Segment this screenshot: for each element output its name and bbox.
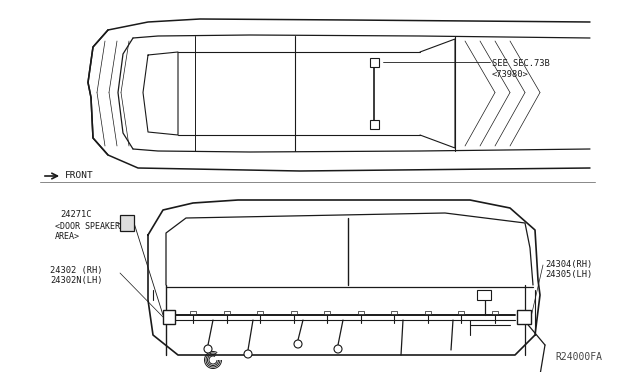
- Bar: [517, 310, 531, 324]
- Text: 24302 (RH): 24302 (RH): [50, 266, 102, 275]
- Circle shape: [244, 350, 252, 358]
- Text: 24302N(LH): 24302N(LH): [50, 276, 102, 285]
- Text: R24000FA: R24000FA: [555, 352, 602, 362]
- Bar: [458, 311, 465, 314]
- Bar: [477, 290, 491, 300]
- Bar: [492, 311, 498, 314]
- Bar: [425, 311, 431, 314]
- Text: 24304(RH): 24304(RH): [545, 260, 592, 269]
- Text: 24271C: 24271C: [60, 210, 92, 219]
- Text: FRONT: FRONT: [65, 171, 93, 180]
- Text: 24305(LH): 24305(LH): [545, 270, 592, 279]
- Bar: [291, 311, 297, 314]
- Text: <DOOR SPEAKER: <DOOR SPEAKER: [55, 222, 120, 231]
- Bar: [370, 120, 379, 129]
- Bar: [120, 215, 134, 231]
- Bar: [257, 311, 263, 314]
- Text: AREA>: AREA>: [55, 232, 80, 241]
- Bar: [223, 311, 230, 314]
- Bar: [324, 311, 330, 314]
- Circle shape: [204, 345, 212, 353]
- Circle shape: [334, 345, 342, 353]
- Bar: [358, 311, 364, 314]
- Bar: [370, 58, 379, 67]
- Bar: [163, 310, 175, 324]
- Circle shape: [294, 340, 302, 348]
- Text: SEE SEC.73B: SEE SEC.73B: [492, 59, 550, 68]
- Bar: [391, 311, 397, 314]
- Text: <73980>: <73980>: [492, 70, 529, 79]
- Bar: [190, 311, 196, 314]
